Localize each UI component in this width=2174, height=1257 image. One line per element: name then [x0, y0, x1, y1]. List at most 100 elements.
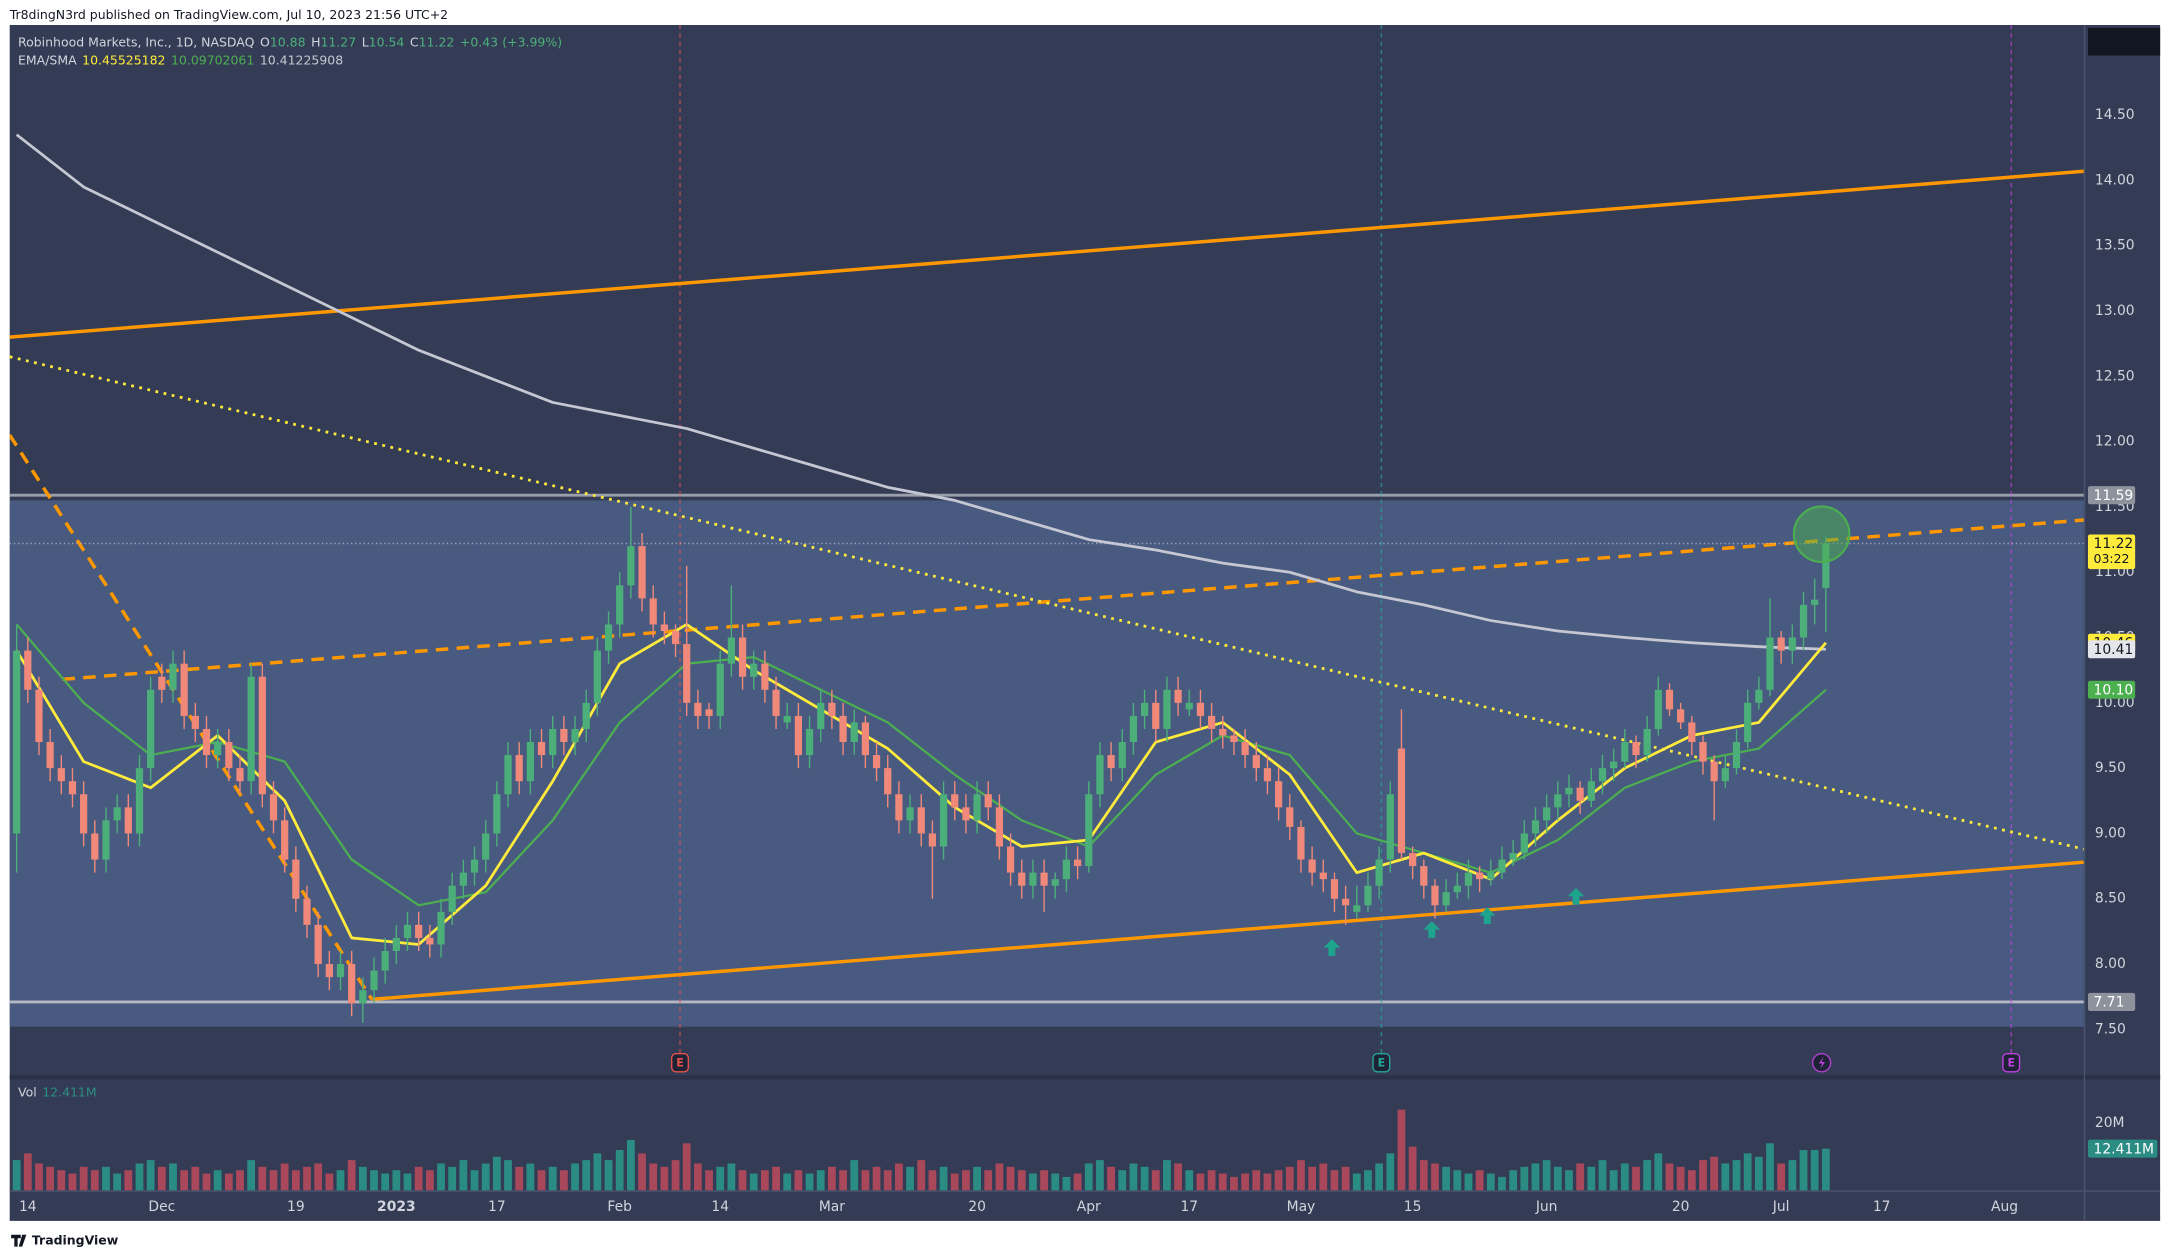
- volume-bar: [973, 1166, 981, 1191]
- price-label-box: [2087, 640, 2136, 659]
- candle-body: [370, 970, 378, 991]
- price-pane: [9, 24, 2084, 1073]
- candle-body: [939, 794, 948, 847]
- candle-body: [1610, 761, 1618, 769]
- candle-body: [995, 807, 1004, 847]
- volume-bar: [716, 1166, 725, 1191]
- candle-body: [68, 781, 77, 795]
- volume-bar: [392, 1170, 401, 1191]
- volume-bar: [828, 1166, 836, 1191]
- volume-bar: [1096, 1160, 1104, 1191]
- volume-bar: [1274, 1170, 1283, 1191]
- event-badge: [2002, 1053, 2021, 1073]
- volume-bar: [1520, 1166, 1529, 1191]
- candle-body: [884, 768, 892, 795]
- legend-item: O: [260, 34, 270, 49]
- volume-bar: [1553, 1166, 1562, 1191]
- volume-bar: [794, 1170, 803, 1191]
- price-label: 10.41: [2094, 642, 2134, 658]
- volume-bar: [481, 1163, 490, 1191]
- candle-body: [1799, 604, 1808, 638]
- volume-bar: [1017, 1170, 1026, 1191]
- candle-body: [1319, 872, 1327, 880]
- volume-bar: [1576, 1163, 1585, 1191]
- candle-body: [113, 807, 121, 821]
- candle-body: [1129, 715, 1138, 743]
- candle-body: [314, 924, 322, 965]
- publisher: Tr8dingN3rd published on TradingView.com…: [9, 7, 448, 22]
- candle-body: [269, 794, 278, 821]
- candle-body: [504, 755, 512, 795]
- volume-bar: [1732, 1160, 1741, 1191]
- candle-body: [281, 820, 289, 860]
- volume-bar: [548, 1166, 557, 1191]
- candle-body: [1822, 543, 1830, 588]
- volume-bar: [180, 1170, 189, 1191]
- candle-body: [649, 598, 657, 625]
- volume-bar: [1542, 1160, 1551, 1191]
- candle-body: [1174, 689, 1182, 703]
- volume-bar: [247, 1160, 256, 1191]
- dividend-icon: [1818, 1056, 1826, 1069]
- candle-body: [24, 650, 32, 690]
- volume-bar: [224, 1173, 233, 1191]
- volume-bar: [68, 1173, 77, 1191]
- volume-bar: [358, 1166, 367, 1191]
- candle-body: [895, 794, 903, 821]
- candle-body: [1062, 859, 1071, 880]
- price-label: 11.59: [2094, 488, 2134, 504]
- y-tick-label: 8.00: [2095, 956, 2126, 972]
- candle-body: [158, 676, 166, 690]
- candle-body: [850, 722, 858, 743]
- candle-body: [683, 644, 691, 703]
- candle-body: [292, 859, 300, 899]
- volume-bar: [1788, 1160, 1797, 1191]
- volume-bar: [1375, 1163, 1384, 1191]
- volume-bar: [1676, 1166, 1685, 1191]
- volume-bar: [1464, 1173, 1473, 1191]
- legend-item: EMA/SMA: [18, 52, 77, 67]
- highlight-circle: [1792, 505, 1851, 563]
- y-tick-label: 7.50: [2095, 1021, 2126, 1037]
- candle-body: [515, 755, 523, 782]
- volume-bar: [1297, 1160, 1305, 1191]
- candle-body: [381, 950, 389, 971]
- candle-body: [627, 546, 635, 586]
- volume-bar: [213, 1170, 222, 1191]
- candle-body: [1364, 885, 1372, 906]
- x-tick-label: 17: [488, 1199, 506, 1215]
- volume-bar: [258, 1166, 267, 1191]
- candle-body: [1006, 846, 1015, 873]
- candle-body: [247, 676, 255, 782]
- volume-bar: [1453, 1170, 1462, 1191]
- volume-bar: [705, 1170, 713, 1191]
- candle-body: [537, 742, 546, 756]
- volume-bar: [950, 1173, 959, 1191]
- candle-body: [1051, 879, 1059, 886]
- candle-body: [169, 663, 177, 690]
- candle-body: [1096, 755, 1104, 795]
- volume-bar: [1140, 1166, 1149, 1191]
- candle-body: [1085, 794, 1093, 867]
- candle-body: [1766, 637, 1774, 690]
- price-label-sub: 03:22: [2094, 551, 2130, 566]
- volume-bar: [1654, 1153, 1663, 1191]
- volume-bar: [1308, 1166, 1317, 1191]
- volume-bar: [1408, 1146, 1417, 1191]
- y-tick-label: 9.50: [2095, 760, 2126, 776]
- candle-body: [839, 715, 847, 743]
- volume-bar: [1319, 1163, 1328, 1191]
- x-tick-label: Dec: [148, 1199, 175, 1215]
- candle-body: [783, 715, 791, 723]
- candle-body: [57, 768, 65, 782]
- candle-body: [716, 663, 724, 716]
- volume-bar: [872, 1166, 881, 1191]
- volume-bar: [102, 1166, 110, 1191]
- x-tick-label: Jun: [1535, 1199, 1558, 1215]
- legend-item: L: [362, 34, 369, 49]
- candle-body: [46, 742, 54, 769]
- legend-item: 10.45525182: [82, 52, 165, 67]
- price-label-box: [2087, 486, 2136, 505]
- candle-body: [772, 689, 780, 716]
